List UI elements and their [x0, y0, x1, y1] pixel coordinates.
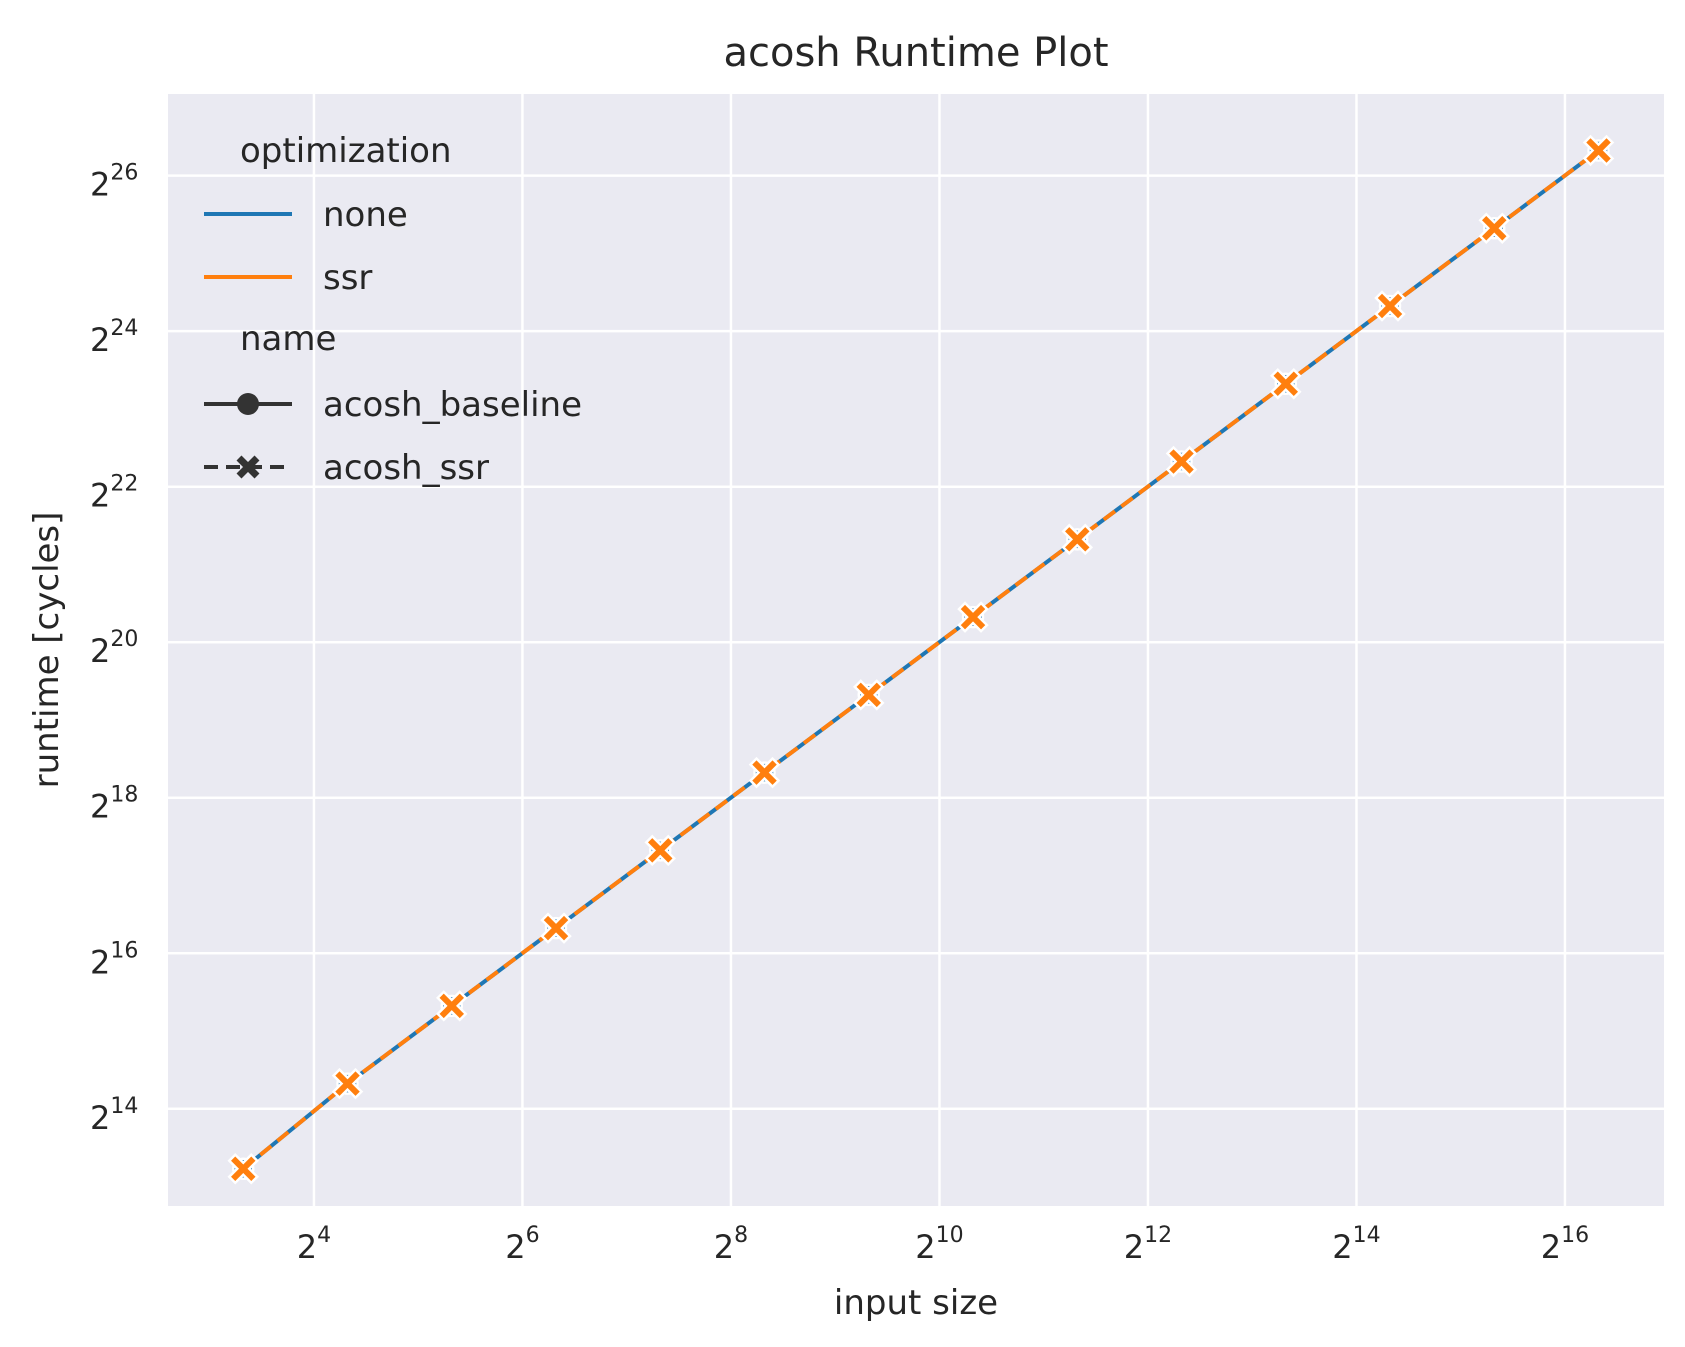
data-point-acosh_ssr	[852, 679, 885, 711]
x-tick-exponent: 14	[1353, 1223, 1381, 1248]
y-tick-base: 2	[90, 477, 110, 515]
y-tick-label: 218	[90, 783, 138, 826]
series-layer	[227, 134, 1615, 1185]
y-tick-base: 2	[90, 632, 110, 670]
series-line-acosh_ssr	[242, 148, 1600, 1171]
x-tick-labels: 24 26 28 210 212 214 216	[297, 1223, 1589, 1266]
data-point-acosh_ssr	[1374, 290, 1406, 322]
y-tick-label: 222	[90, 472, 138, 515]
legend-label-ssr: ssr	[323, 258, 372, 298]
y-tick-label: 216	[90, 938, 138, 981]
data-point-cross	[439, 993, 465, 1019]
legend-marker-circle	[237, 393, 259, 415]
y-tick-exponent: 24	[110, 316, 138, 341]
x-tick-base: 2	[1124, 1228, 1144, 1266]
x-tick-label: 28	[714, 1223, 748, 1266]
data-point-cross	[856, 682, 882, 708]
y-tick-base: 2	[90, 788, 110, 826]
x-tick-exponent: 10	[936, 1223, 964, 1248]
x-tick-label: 212	[1124, 1223, 1172, 1266]
y-tick-base: 2	[90, 166, 110, 204]
x-tick-label: 24	[297, 1223, 331, 1266]
y-tick-exponent: 18	[110, 783, 138, 808]
data-point-cross	[231, 1156, 256, 1182]
x-tick-exponent: 12	[1144, 1223, 1172, 1248]
x-tick-label: 214	[1332, 1223, 1380, 1266]
y-tick-label: 214	[90, 1094, 138, 1137]
y-tick-exponent: 20	[110, 627, 138, 652]
y-tick-exponent: 22	[110, 472, 138, 497]
data-point-cross	[1586, 138, 1611, 163]
legend-label-none: none	[323, 195, 408, 235]
y-tick-label: 224	[90, 316, 138, 359]
legend-hue-title: optimization	[240, 131, 452, 171]
legend-label-baseline: acosh_baseline	[323, 385, 582, 425]
grid-lines	[168, 94, 1664, 1206]
x-tick-base: 2	[1541, 1228, 1561, 1266]
x-tick-base: 2	[915, 1228, 935, 1266]
data-point-acosh_ssr	[748, 756, 781, 789]
x-tick-exponent: 4	[317, 1223, 331, 1248]
data-point-cross	[1482, 216, 1507, 241]
data-point-cross	[1065, 527, 1090, 552]
x-tick-base: 2	[714, 1228, 734, 1266]
legend-marker-x	[236, 455, 260, 479]
x-tick-label: 26	[505, 1223, 539, 1266]
data-point-cross	[648, 838, 673, 863]
data-point-acosh_ssr	[644, 834, 677, 867]
data-point-acosh_ssr	[1165, 445, 1198, 478]
data-point-acosh_ssr	[435, 990, 468, 1022]
x-tick-exponent: 8	[734, 1223, 748, 1248]
data-point-acosh_ssr	[227, 1152, 260, 1185]
data-point-acosh_ssr	[1269, 368, 1302, 400]
legend: optimization none ssr name acosh_baselin…	[204, 131, 582, 488]
y-tick-exponent: 26	[110, 161, 138, 186]
y-tick-label: 226	[90, 161, 138, 204]
data-point-acosh_ssr	[957, 601, 989, 633]
y-tick-base: 2	[90, 943, 110, 981]
x-tick-label: 210	[915, 1223, 963, 1266]
x-tick-base: 2	[297, 1228, 317, 1266]
data-point-cross	[1377, 293, 1403, 319]
data-point-acosh_ssr	[540, 912, 572, 944]
x-tick-label: 216	[1541, 1223, 1589, 1266]
data-point-acosh_ssr	[1061, 523, 1094, 556]
plot-area	[168, 94, 1664, 1206]
legend-label-ssr-name: acosh_ssr	[323, 448, 489, 488]
y-tick-label: 220	[90, 627, 138, 670]
x-tick-exponent: 6	[526, 1223, 540, 1248]
x-tick-base: 2	[1332, 1228, 1352, 1266]
data-point-cross	[752, 760, 777, 785]
y-tick-base: 2	[90, 321, 110, 359]
y-tick-base: 2	[90, 1099, 110, 1137]
legend-style-title: name	[240, 319, 336, 359]
data-point-acosh_ssr	[331, 1067, 364, 1100]
y-axis-label: runtime [cycles]	[27, 512, 67, 789]
data-point-cross	[960, 604, 986, 630]
data-point-cross	[1169, 449, 1194, 474]
x-tick-exponent: 16	[1561, 1223, 1589, 1248]
data-point-cross	[543, 915, 569, 941]
data-point-cross	[1273, 371, 1299, 397]
y-tick-exponent: 16	[110, 938, 138, 963]
y-tick-exponent: 14	[110, 1094, 138, 1119]
data-point-cross	[335, 1071, 360, 1096]
chart-title: acosh Runtime Plot	[723, 30, 1108, 76]
data-point-acosh_ssr	[1478, 212, 1511, 245]
x-tick-base: 2	[505, 1228, 525, 1266]
x-axis-label: input size	[834, 1283, 998, 1323]
data-point-acosh_ssr	[1582, 134, 1615, 167]
